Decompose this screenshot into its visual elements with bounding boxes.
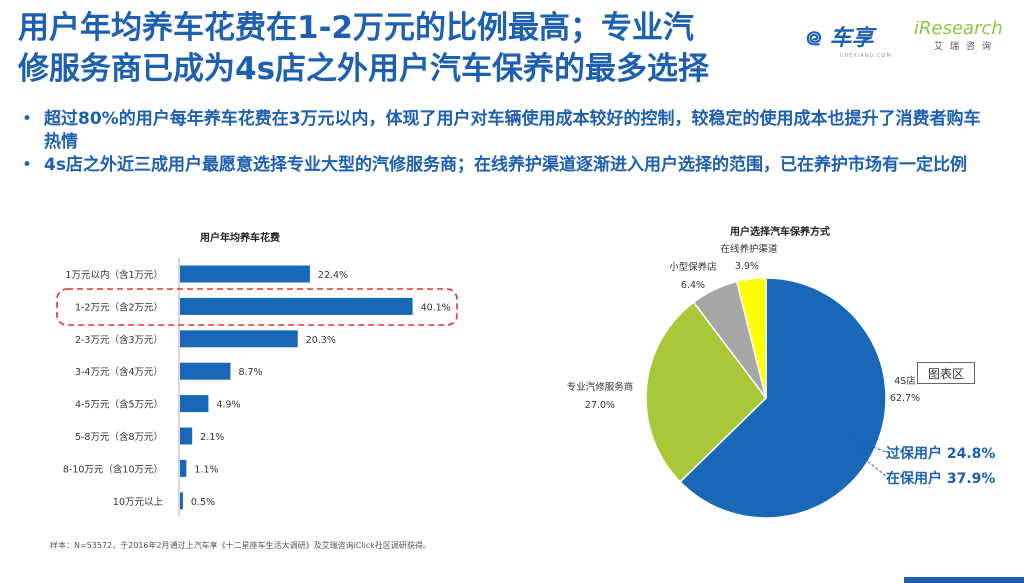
bar [180, 492, 183, 510]
bar [180, 362, 231, 380]
pie-slice [735, 277, 767, 399]
pie-slice-value: 3.9% [735, 261, 759, 272]
bullet-dot-icon: • [22, 109, 33, 129]
bar-category-label: 1-2万元（含2万元） [75, 301, 163, 313]
pie-slice-label: 小型保养店 [669, 261, 717, 273]
annotation-leader-2 [855, 451, 887, 477]
bar-chart: 用户年均养车花费 1万元以内（含1万元） 22.4% 1-2万元（含2万元） 40.1… [56, 231, 458, 516]
bar [180, 330, 298, 348]
bullet-item: • 超过80%的用户每年养车花费在3万元以内，体现了用户对车辆使用成本较好的控制… [22, 108, 997, 154]
pie-slice-value: 6.4% [681, 280, 705, 291]
bar-value-label: 40.1% [421, 302, 451, 313]
bullet-text: 超过80%的用户每年养车花费在3万元以内，体现了用户对车辆使用成本较好的控制，较… [44, 109, 981, 152]
bar [180, 297, 413, 315]
bar-chart-title: 用户年均养车花费 [199, 231, 280, 244]
bullet-list: • 超过80%的用户每年养车花费在3万元以内，体现了用户对车辆使用成本较好的控制… [22, 108, 997, 177]
bullet-dot-icon: • [22, 155, 33, 175]
bottom-accent-bar [904, 577, 1024, 583]
iresearch-logo-cn: 艾瑞咨询 [934, 42, 999, 52]
bar-value-label: 1.1% [194, 464, 218, 475]
iresearch-logo: iResearch 艾瑞咨询 [914, 18, 1003, 52]
bar-value-label: 0.5% [191, 497, 215, 508]
pie-slices [645, 277, 887, 519]
bar [180, 265, 310, 283]
bar [180, 427, 193, 445]
pie-chart-title: 用户选择汽车保养方式 [729, 225, 830, 238]
bar-category-label: 2-3万元（含3万元） [75, 334, 163, 346]
bar [180, 395, 209, 413]
bar-category-label: 10万元以上 [113, 497, 164, 508]
bullet-text: 4s店之外近三成用户最愿意选择专业大型的汽修服务商；在线养护渠道逐渐进入用户选择… [44, 155, 967, 175]
pie-slice-label: 4S店 [894, 375, 916, 387]
iresearch-logo-text: iResearch [914, 18, 1003, 39]
chexiang-logo-sub: CHEXIANG.COM [840, 53, 892, 59]
chexiang-wheel-icon: ᪤ [806, 26, 822, 51]
title-line-2: 修服务商已成为4s店之外用户汽车保养的最多选择 [18, 51, 710, 87]
bullet-item: • 4s店之外近三成用户最愿意选择专业大型的汽修服务商；在线养护渠道逐渐进入用户… [22, 154, 997, 177]
footnote: 样本：N=53572，于2016年2月通过上汽车享《十二星座车生活大调研》及艾瑞… [50, 541, 431, 550]
bar-category-label: 8-10万元（含10万元） [63, 463, 163, 475]
pie-annotation-in-warranty: 在保用户 37.9% [886, 470, 995, 487]
chart-area-label[interactable]: 图表区 [917, 362, 975, 384]
chexiang-logo: ᪤ 车享 CHEXIANG.COM [806, 20, 892, 59]
pie-slice-value: 62.7% [890, 393, 920, 404]
pie-slice [645, 301, 767, 483]
bar [180, 459, 187, 477]
pie-labels: 4S店 62.7% 专业汽修服务商 27.0% 小型保养店 6.4% 在线养护渠道 3.9% [567, 243, 920, 411]
bar-value-label: 20.3% [306, 335, 336, 346]
bar-category-label: 5-8万元（含8万元） [75, 431, 163, 443]
logos: ᪤ 车享 CHEXIANG.COM iResearch 艾瑞咨询 [806, 18, 1006, 68]
bar-value-label: 8.7% [238, 367, 262, 378]
pie-annotation-out-of-warranty: 过保用户 24.8% [886, 445, 995, 462]
title-line-1: 用户年均养车花费在1-2万元的比例最高；专业汽 [18, 10, 695, 46]
bar-category-label: 1万元以内（含1万元） [65, 269, 163, 281]
page-title: 用户年均养车花费在1-2万元的比例最高；专业汽 修服务商已成为4s店之外用户汽车… [18, 8, 808, 90]
bar-value-label: 2.1% [200, 432, 224, 443]
pie-slice-label: 在线养护渠道 [720, 243, 778, 255]
bar-value-label: 22.4% [318, 270, 348, 281]
bar-category-label: 4-5万元（含5万元） [75, 399, 163, 411]
pie-chart: 用户选择汽车保养方式 4S店 62.7% 专业汽修服务商 27.0% 小型保养店 6.4%… [567, 225, 995, 519]
pie-slice-label: 专业汽修服务商 [567, 381, 634, 393]
bar-rows: 1万元以内（含1万元） 22.4% 1-2万元（含2万元） 40.1% 2-3万元（含3… [63, 265, 451, 510]
bar-value-label: 4.9% [216, 400, 240, 411]
bar-category-label: 3-4万元（含4万元） [75, 366, 163, 378]
chexiang-logo-text: 车享 [829, 26, 874, 51]
annotation-leader-1 [849, 437, 887, 453]
pie-slice [679, 277, 887, 519]
pie-slice-value: 27.0% [585, 400, 615, 411]
highlight-box [56, 288, 458, 326]
